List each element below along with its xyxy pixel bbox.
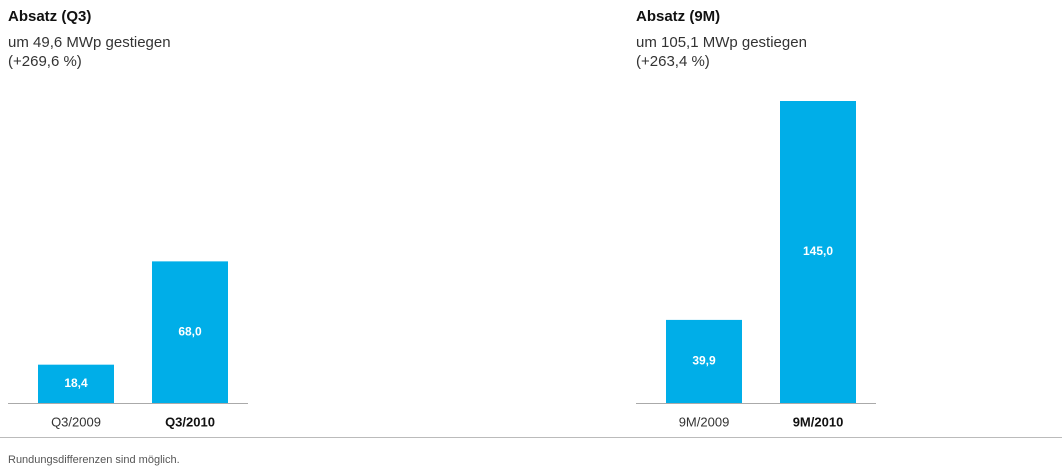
value-label: 68,0 bbox=[178, 324, 202, 338]
chart-subtitle: (+269,6 %) bbox=[8, 53, 82, 70]
chart-title: Absatz (9M) bbox=[636, 8, 720, 25]
chart-subtitle: um 105,1 MWp gestiegen bbox=[636, 34, 807, 51]
x-tick-label: Q3/2010 bbox=[165, 414, 215, 429]
bar bbox=[780, 101, 856, 403]
x-tick-label: 9M/2010 bbox=[793, 414, 844, 429]
bar bbox=[666, 319, 742, 403]
value-label: 18,4 bbox=[64, 376, 88, 390]
x-tick-label: 9M/2009 bbox=[679, 414, 730, 429]
x-tick-label: Q3/2009 bbox=[51, 414, 101, 429]
footnote: Rundungsdifferenzen sind möglich. bbox=[8, 454, 180, 466]
bar bbox=[152, 261, 228, 403]
value-label: 39,9 bbox=[692, 354, 716, 368]
value-label: 145,0 bbox=[803, 244, 833, 258]
chart-title: Absatz (Q3) bbox=[8, 8, 91, 25]
chart-subtitle: (+263,4 %) bbox=[636, 53, 710, 70]
bar bbox=[38, 364, 114, 403]
chart-subtitle: um 49,6 MWp gestiegen bbox=[8, 34, 171, 51]
